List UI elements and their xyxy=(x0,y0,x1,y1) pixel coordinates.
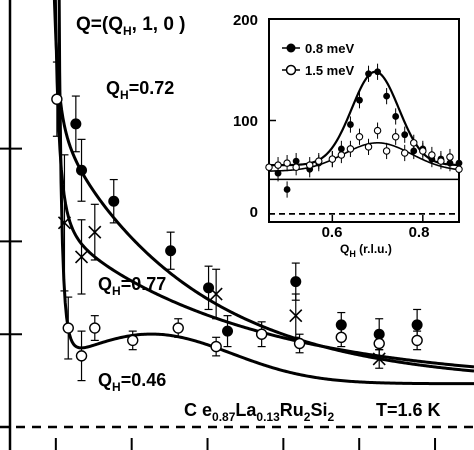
inset-point-15 xyxy=(428,151,436,159)
legend-08-label: 0.8 meV xyxy=(305,41,354,56)
inset-point-08 xyxy=(365,70,372,78)
inset-point-08 xyxy=(383,92,391,100)
data-point-072 xyxy=(290,276,302,288)
inset-point-08 xyxy=(347,121,354,128)
inset-point-08 xyxy=(410,147,418,155)
data-point-072 xyxy=(411,319,423,331)
data-point-046 xyxy=(255,328,268,340)
legend-15-label: 1.5 meV xyxy=(305,63,354,78)
inset-legend: 0.8 meV 1.5 meV xyxy=(282,41,354,78)
inset-point-15 xyxy=(337,151,346,159)
qh-046-label: QH=0.46 xyxy=(98,370,166,394)
inset-ytick-0: 0 xyxy=(250,204,258,221)
inset-point-08 xyxy=(283,186,291,193)
data-point-072 xyxy=(76,164,88,176)
data-point-046 xyxy=(172,322,184,334)
data-point-072 xyxy=(70,118,82,130)
data-point-046 xyxy=(293,337,306,350)
inset-xtick-08: 0.8 xyxy=(409,224,430,241)
inset-point-15 xyxy=(265,163,273,171)
inset-point-15 xyxy=(446,153,454,161)
inset-ytick-200: 200 xyxy=(233,12,258,29)
data-point-046 xyxy=(127,334,139,347)
data-point-046 xyxy=(51,93,63,105)
inset-point-15 xyxy=(315,157,323,165)
data-point-077 xyxy=(289,309,303,323)
inset-xlabel: QH (r.l.u.) xyxy=(340,242,392,259)
inset-point-15 xyxy=(292,163,300,171)
inset-point-15 xyxy=(283,159,291,167)
data-point-046 xyxy=(89,322,101,334)
inset-fit-08 xyxy=(269,70,460,167)
data-point-046 xyxy=(62,322,74,334)
data-point-077 xyxy=(209,287,223,301)
inset-point-08 xyxy=(401,131,409,139)
inset-xtick-06: 0.6 xyxy=(322,224,343,241)
inset-point-15 xyxy=(419,147,427,155)
fit-curve-072 xyxy=(52,0,474,373)
inset-point-15 xyxy=(410,139,418,147)
data-point-046 xyxy=(335,331,347,344)
q-vector-label: Q=(QH, 1, 0 ) xyxy=(76,14,186,38)
inset-fit-15 xyxy=(268,142,460,172)
data-point-077 xyxy=(57,216,72,230)
inset-ytick-100: 100 xyxy=(233,113,258,130)
inset-point-15 xyxy=(355,132,364,141)
compound-label: C e0.87La0.13Ru2Si2 xyxy=(184,400,334,424)
inset-point-15 xyxy=(400,149,409,157)
inset-point-15 xyxy=(391,132,400,141)
inset-point-15 xyxy=(455,165,463,173)
data-point-046 xyxy=(210,340,222,353)
qh-072-label: QH=0.72 xyxy=(106,78,174,102)
data-point-046 xyxy=(373,337,385,350)
inset-point-15 xyxy=(437,157,445,165)
inset-point-15 xyxy=(305,161,314,169)
inset-axis-ticks xyxy=(269,18,424,223)
fit-curve-046 xyxy=(57,0,474,386)
data-point-072 xyxy=(108,195,120,207)
inset-point-08 xyxy=(374,68,381,76)
inset-data xyxy=(265,63,463,215)
legend-open-marker xyxy=(285,64,297,76)
data-point-072 xyxy=(203,282,215,294)
data-point-072 xyxy=(165,245,177,257)
data-point-072 xyxy=(222,325,234,337)
data-point-046 xyxy=(75,350,88,362)
inset-point-08 xyxy=(392,113,400,120)
main-data-points xyxy=(51,61,423,382)
data-point-077 xyxy=(74,250,89,264)
inset-point-15 xyxy=(346,145,355,153)
qh-077-label: QH=0.77 xyxy=(98,274,166,298)
inset-frame xyxy=(268,18,460,223)
temperature-label: T=1.6 K xyxy=(376,400,441,420)
data-point-046 xyxy=(411,334,423,347)
inset-point-15 xyxy=(328,155,337,163)
inset-panel: 0.8 meV 1.5 meV 200 100 0 0.6 0.8 QH (r.… xyxy=(233,12,463,259)
main-axis-ticks xyxy=(0,0,437,450)
inset-point-15 xyxy=(364,143,373,151)
inset-point-15 xyxy=(274,161,282,169)
data-point-077 xyxy=(372,352,386,366)
inset-point-15 xyxy=(373,126,382,135)
inset-point-08 xyxy=(356,96,363,104)
data-point-077 xyxy=(88,225,102,239)
inset-point-15 xyxy=(382,147,391,155)
